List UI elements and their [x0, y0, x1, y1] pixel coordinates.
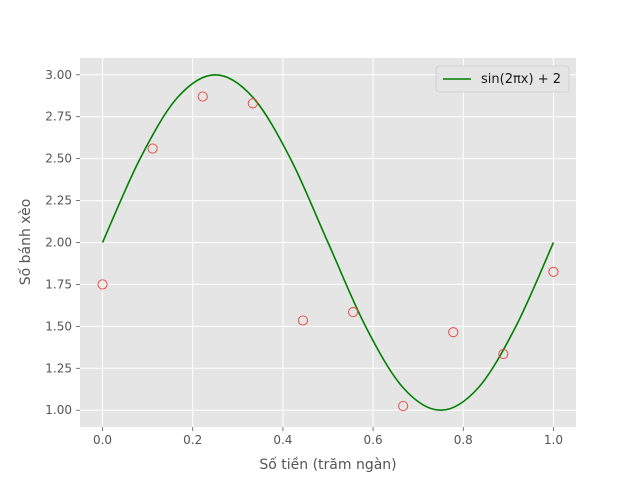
- x-tick-label: 0.4: [273, 433, 292, 447]
- y-tick-label: 3.00: [45, 68, 72, 82]
- y-tick-label: 1.75: [45, 277, 72, 291]
- scatter-point: [97, 279, 108, 290]
- scatter-point: [548, 266, 559, 277]
- legend-label: sin(2πx) + 2: [481, 72, 561, 87]
- x-ticks: 0.0 0.2 0.4 0.6 0.8 1.0: [93, 427, 563, 447]
- series-line-sin: [101, 73, 555, 412]
- scatter-point: [197, 91, 208, 102]
- x-tick-label: 0.6: [364, 433, 383, 447]
- scatter-point: [147, 143, 158, 154]
- x-tick-label: 0.8: [454, 433, 473, 447]
- scatter-point: [247, 98, 258, 109]
- scatter-point: [498, 348, 509, 360]
- x-tick-label: 1.0: [544, 433, 563, 447]
- x-axis-label: Số tiền (trăm ngàn): [259, 456, 396, 473]
- scatter-point: [348, 307, 359, 318]
- x-tick-label: 0.2: [183, 433, 202, 447]
- scatter-point: [398, 400, 409, 412]
- scatter-point: [448, 327, 459, 338]
- y-tick-label: 1.25: [45, 361, 72, 375]
- y-tick-label: 2.50: [45, 152, 72, 166]
- y-tick-label: 2.75: [45, 110, 72, 124]
- legend-box: [435, 65, 570, 93]
- y-tick-label: 1.50: [45, 319, 72, 333]
- y-tick-label: 1.00: [45, 403, 72, 417]
- legend: sin(2πx) + 2: [435, 65, 570, 93]
- y-ticks: 1.00 1.25 1.50 1.75 2.00 2.25 2.50 2.75 3.00: [45, 68, 80, 417]
- scatter-point: [297, 315, 308, 326]
- y-axis-label: Số bánh xèo: [17, 199, 34, 286]
- y-tick-label: 2.25: [45, 194, 72, 208]
- scatter-points: [97, 91, 559, 412]
- y-tick-label: 2.00: [45, 236, 72, 250]
- x-tick-label: 0.0: [93, 433, 112, 447]
